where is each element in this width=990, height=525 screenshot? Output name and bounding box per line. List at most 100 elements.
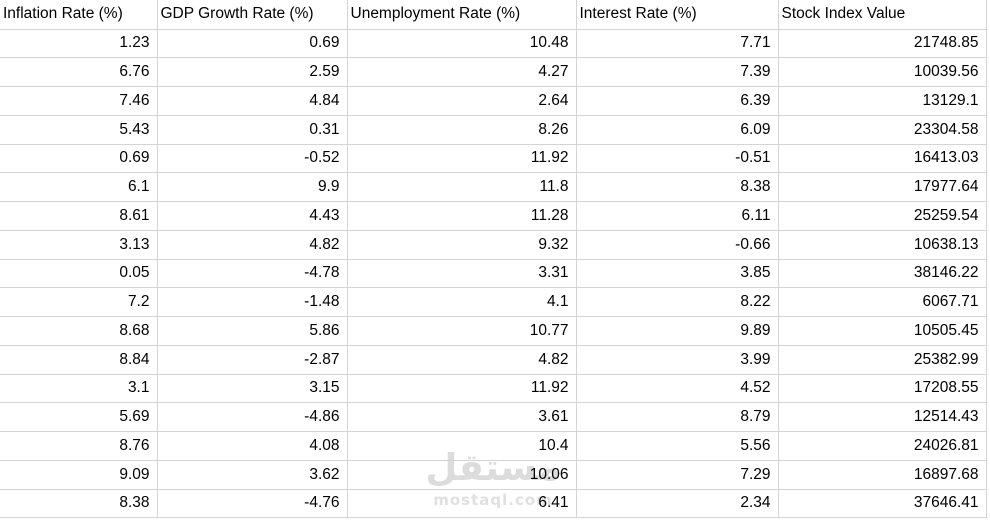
cell[interactable]: 6.41 (347, 489, 577, 519)
cell[interactable]: 5.56 (576, 431, 779, 461)
cell[interactable]: 1.23 (0, 29, 158, 59)
table-row: 7.46 4.84 2.64 6.39 13129.1 (0, 86, 987, 116)
cell[interactable]: 5.43 (0, 115, 158, 145)
column-header-inflation-rate[interactable]: Inflation Rate (%) (0, 0, 158, 30)
cell[interactable]: 3.13 (0, 230, 158, 260)
cell[interactable]: -4.78 (157, 259, 348, 289)
column-header-gdp-growth-rate[interactable]: GDP Growth Rate (%) (157, 0, 348, 30)
cell[interactable]: 24026.81 (778, 431, 987, 461)
cell[interactable]: 38146.22 (778, 259, 987, 289)
cell[interactable]: 2.64 (347, 86, 577, 116)
cell[interactable]: 8.26 (347, 115, 577, 145)
cell[interactable]: 8.68 (0, 316, 158, 346)
cell[interactable]: 3.85 (576, 259, 779, 289)
cell[interactable]: 3.15 (157, 374, 348, 404)
cell[interactable]: 5.86 (157, 316, 348, 346)
cell[interactable]: 0.31 (157, 115, 348, 145)
cell[interactable]: 6.1 (0, 172, 158, 202)
cell[interactable]: 6067.71 (778, 287, 987, 317)
cell[interactable]: 4.43 (157, 201, 348, 231)
cell[interactable]: 10.77 (347, 316, 577, 346)
cell[interactable]: 7.39 (576, 57, 779, 87)
table-row: 0.05 -4.78 3.31 3.85 38146.22 (0, 259, 987, 289)
cell[interactable]: 6.09 (576, 115, 779, 145)
cell[interactable]: -0.52 (157, 144, 348, 174)
table-row: 5.69 -4.86 3.61 8.79 12514.43 (0, 402, 987, 432)
cell[interactable]: 0.69 (157, 29, 348, 59)
cell[interactable]: 9.9 (157, 172, 348, 202)
cell[interactable]: 4.82 (347, 345, 577, 375)
cell[interactable]: 23304.58 (778, 115, 987, 145)
cell[interactable]: 7.71 (576, 29, 779, 59)
cell[interactable]: 8.22 (576, 287, 779, 317)
table-row: 7.2 -1.48 4.1 8.22 6067.71 (0, 287, 987, 317)
cell[interactable]: 10638.13 (778, 230, 987, 260)
table-row: 8.68 5.86 10.77 9.89 10505.45 (0, 316, 987, 346)
cell[interactable]: 7.46 (0, 86, 158, 116)
cell[interactable]: 12514.43 (778, 402, 987, 432)
cell[interactable]: 0.05 (0, 259, 158, 289)
table-row: 8.61 4.43 11.28 6.11 25259.54 (0, 201, 987, 231)
table-body: 1.23 0.69 10.48 7.71 21748.85 6.76 2.59 4.27 7.3… (0, 29, 987, 519)
cell[interactable]: 3.61 (347, 402, 577, 432)
cell[interactable]: 8.84 (0, 345, 158, 375)
cell[interactable]: 3.99 (576, 345, 779, 375)
cell[interactable]: 4.27 (347, 57, 577, 87)
cell[interactable]: 16413.03 (778, 144, 987, 174)
cell[interactable]: 2.34 (576, 489, 779, 519)
table-row: 8.76 4.08 10.4 5.56 24026.81 (0, 431, 987, 461)
cell[interactable]: 10.4 (347, 431, 577, 461)
cell[interactable]: 9.89 (576, 316, 779, 346)
cell[interactable]: 9.32 (347, 230, 577, 260)
cell[interactable]: 6.39 (576, 86, 779, 116)
cell[interactable]: 10039.56 (778, 57, 987, 87)
cell[interactable]: 4.82 (157, 230, 348, 260)
cell[interactable]: 2.59 (157, 57, 348, 87)
cell[interactable]: 8.61 (0, 201, 158, 231)
cell[interactable]: 3.1 (0, 374, 158, 404)
cell[interactable]: 3.62 (157, 460, 348, 490)
table-row: 3.1 3.15 11.92 4.52 17208.55 (0, 374, 987, 404)
cell[interactable]: 6.76 (0, 57, 158, 87)
cell[interactable]: 17208.55 (778, 374, 987, 404)
cell[interactable]: 4.1 (347, 287, 577, 317)
cell[interactable]: 11.92 (347, 144, 577, 174)
cell[interactable]: 11.28 (347, 201, 577, 231)
cell[interactable]: 5.69 (0, 402, 158, 432)
cell[interactable]: 13129.1 (778, 86, 987, 116)
cell[interactable]: 3.31 (347, 259, 577, 289)
cell[interactable]: 25382.99 (778, 345, 987, 375)
cell[interactable]: -2.87 (157, 345, 348, 375)
cell[interactable]: 37646.41 (778, 489, 987, 519)
column-header-unemployment-rate[interactable]: Unemployment Rate (%) (347, 0, 577, 30)
cell[interactable]: 9.09 (0, 460, 158, 490)
cell[interactable]: 4.08 (157, 431, 348, 461)
cell[interactable]: 25259.54 (778, 201, 987, 231)
cell[interactable]: 8.38 (576, 172, 779, 202)
cell[interactable]: 8.76 (0, 431, 158, 461)
cell[interactable]: 4.84 (157, 86, 348, 116)
cell[interactable]: -1.48 (157, 287, 348, 317)
cell[interactable]: 17977.64 (778, 172, 987, 202)
cell[interactable]: 10.48 (347, 29, 577, 59)
cell[interactable]: 11.92 (347, 374, 577, 404)
cell[interactable]: 10.06 (347, 460, 577, 490)
cell[interactable]: 10505.45 (778, 316, 987, 346)
cell[interactable]: -0.51 (576, 144, 779, 174)
cell[interactable]: 0.69 (0, 144, 158, 174)
cell[interactable]: 11.8 (347, 172, 577, 202)
cell[interactable]: -0.66 (576, 230, 779, 260)
cell[interactable]: 8.38 (0, 489, 158, 519)
column-header-interest-rate[interactable]: Interest Rate (%) (576, 0, 779, 30)
cell[interactable]: 8.79 (576, 402, 779, 432)
cell[interactable]: 16897.68 (778, 460, 987, 490)
cell[interactable]: 21748.85 (778, 29, 987, 59)
cell[interactable]: -4.86 (157, 402, 348, 432)
column-header-stock-index-value[interactable]: Stock Index Value (778, 0, 987, 30)
cell[interactable]: -4.76 (157, 489, 348, 519)
cell[interactable]: 7.2 (0, 287, 158, 317)
cell[interactable]: 6.11 (576, 201, 779, 231)
cell[interactable]: 7.29 (576, 460, 779, 490)
cell[interactable]: 4.52 (576, 374, 779, 404)
